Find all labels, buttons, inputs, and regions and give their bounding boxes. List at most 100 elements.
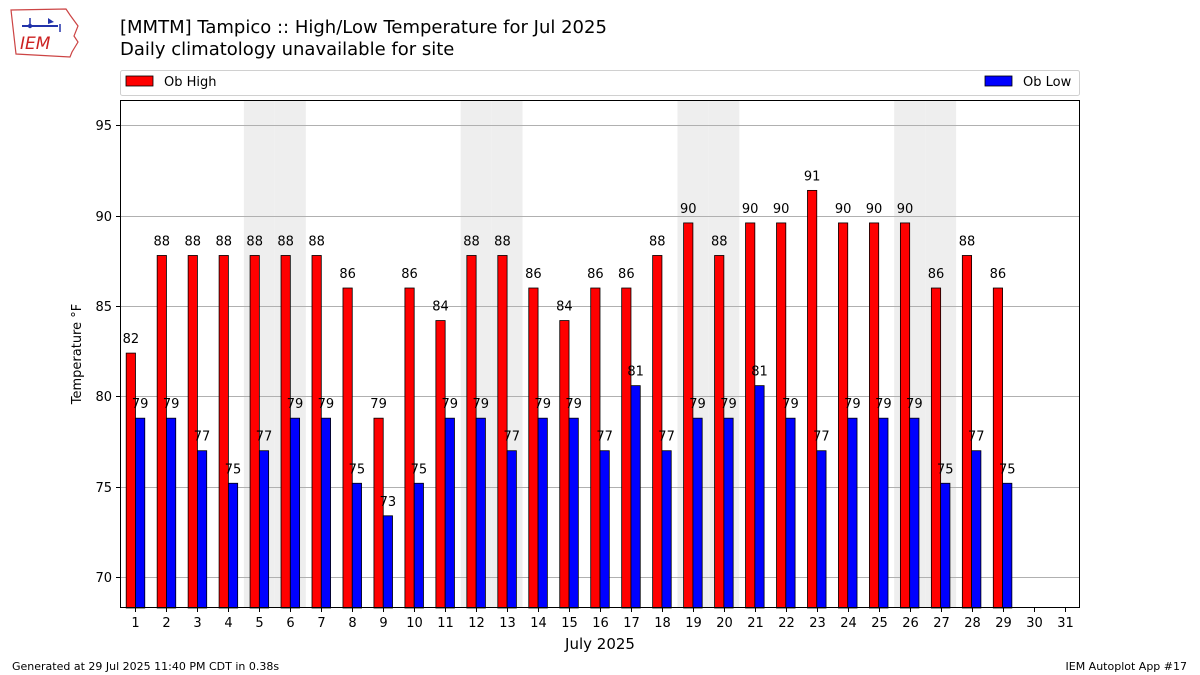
x-tick-label-5: 5 (255, 616, 263, 631)
bar-high-21 (745, 222, 756, 609)
x-tick-label-22: 22 (778, 616, 795, 631)
bar-low-28 (971, 450, 982, 609)
logo-text: IEM (20, 34, 51, 54)
bar-high-8 (342, 287, 353, 609)
data-label-low-8: 75 (349, 462, 366, 477)
x-tick-label-11: 11 (437, 616, 454, 631)
data-label-high-6: 88 (277, 234, 294, 249)
bars (125, 189, 1013, 609)
weekend-shade-12 (460, 100, 492, 608)
x-tick-label-3: 3 (193, 616, 201, 631)
x-tick-label-8: 8 (348, 616, 356, 631)
data-label-high-12: 88 (463, 234, 480, 249)
bar-low-11 (444, 417, 455, 609)
plot-frame (120, 100, 1080, 608)
bar-low-18 (661, 450, 672, 609)
data-label-high-21: 90 (742, 202, 759, 217)
weekend-shade-13 (491, 100, 523, 608)
x-tick-label-23: 23 (809, 616, 826, 631)
weekend-shade-5 (243, 100, 275, 608)
bar-high-29 (992, 287, 1003, 609)
bar-low-7 (320, 417, 331, 609)
data-label-low-9: 73 (380, 495, 397, 510)
bar-high-9 (373, 417, 384, 609)
data-label-high-27: 86 (928, 267, 945, 282)
data-label-low-22: 79 (782, 397, 799, 412)
data-label-high-16: 86 (587, 267, 604, 282)
data-label-high-28: 88 (959, 234, 976, 249)
data-label-high-23: 91 (804, 169, 821, 184)
data-label-high-26: 90 (897, 202, 914, 217)
x-tick-label-9: 9 (379, 616, 387, 631)
gridlines (120, 125, 1080, 578)
bar-low-14 (537, 417, 548, 609)
data-label-low-17: 81 (627, 365, 644, 380)
bar-high-15 (559, 320, 570, 609)
x-axis-label: July 2025 (564, 635, 635, 653)
bar-low-2 (166, 417, 177, 609)
legend-swatch-high (125, 75, 154, 87)
bar-high-25 (869, 222, 880, 609)
bar-high-22 (776, 222, 787, 609)
data-label-low-20: 79 (720, 397, 737, 412)
x-tick-label-29: 29 (995, 616, 1012, 631)
data-label-low-14: 79 (534, 397, 551, 412)
data-label-high-9: 79 (370, 397, 387, 412)
bar-low-24 (847, 417, 858, 609)
bar-low-16 (599, 450, 610, 609)
bar-high-28 (961, 255, 973, 609)
chart-title: [MMTM] Tampico :: High/Low Temperature f… (120, 17, 607, 38)
bar-high-2 (156, 255, 167, 609)
weekend-shading (243, 100, 957, 608)
chart-subtitle: Daily climatology unavailable for site (120, 39, 455, 60)
data-label-high-14: 86 (525, 267, 542, 282)
y-tick-label-70: 70 (95, 571, 112, 586)
bar-high-4 (218, 255, 229, 609)
legend-swatch-low (984, 75, 1013, 87)
weekend-shade-27 (925, 100, 957, 608)
iowa-outline-icon (10, 8, 79, 58)
value-labels: 82 88 88 88 88 88 88 86 79 86 84 88 88 86 84 86 86 88 90 88… (123, 169, 1016, 509)
bar-high-1 (125, 352, 136, 609)
bar-low-13 (506, 450, 517, 609)
data-label-low-10: 75 (411, 462, 428, 477)
bar-low-27 (940, 482, 951, 609)
bar-low-1 (135, 417, 146, 609)
y-axis-label: Temperature °F (70, 304, 85, 405)
bar-high-19 (683, 222, 694, 609)
y-tick-label-80: 80 (95, 390, 112, 405)
bar-high-26 (899, 222, 911, 609)
x-tick-label-19: 19 (685, 616, 702, 631)
bar-low-3 (197, 450, 208, 609)
data-label-low-1: 79 (132, 397, 149, 412)
x-tick-label-12: 12 (468, 616, 485, 631)
y-tick-label-95: 95 (95, 119, 112, 134)
footer-generated: Generated at 29 Jul 2025 11:40 PM CDT in… (12, 660, 280, 673)
x-tick-label-20: 20 (716, 616, 733, 631)
data-label-low-27: 75 (937, 462, 954, 477)
x-tick-label-2: 2 (162, 616, 170, 631)
data-label-low-26: 79 (906, 397, 923, 412)
bar-high-16 (590, 287, 601, 609)
x-tick-label-30: 30 (1026, 616, 1043, 631)
data-label-high-17: 86 (618, 267, 635, 282)
bar-high-11 (435, 320, 446, 609)
data-label-low-4: 75 (225, 462, 242, 477)
data-label-high-19: 90 (680, 202, 697, 217)
legend-label-high: Ob High (164, 75, 217, 90)
data-label-high-10: 86 (401, 267, 418, 282)
bar-low-23 (816, 450, 827, 609)
y-axis: 70 75 80 85 90 95 (95, 119, 120, 586)
bar-high-20 (714, 255, 725, 609)
weekend-shade-20 (708, 100, 740, 608)
data-label-high-8: 86 (339, 267, 356, 282)
data-label-high-29: 86 (990, 267, 1007, 282)
bar-high-23 (807, 189, 818, 609)
bar-high-12 (466, 255, 477, 609)
x-tick-label-26: 26 (902, 616, 919, 631)
bar-low-8 (351, 482, 362, 609)
x-tick-label-13: 13 (499, 616, 516, 631)
data-label-low-11: 79 (442, 397, 459, 412)
bar-low-12 (475, 417, 486, 609)
iem-logo: IEM (10, 8, 79, 58)
